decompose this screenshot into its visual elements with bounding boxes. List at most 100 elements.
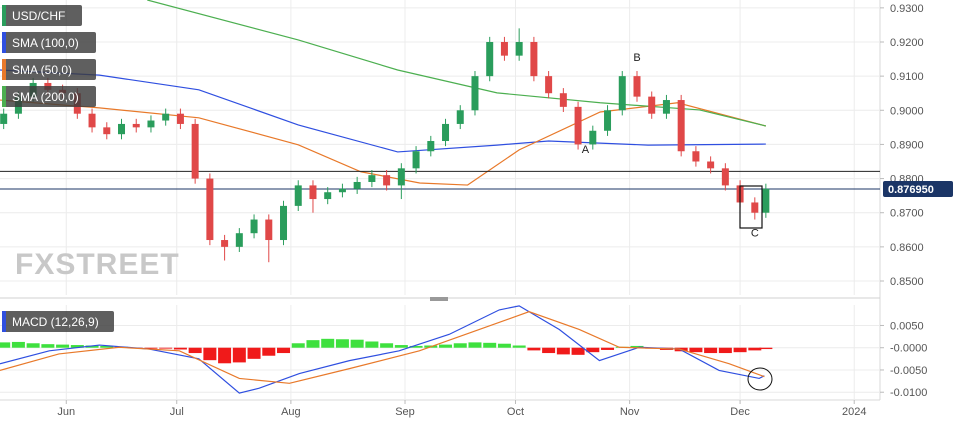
histogram-bar <box>174 348 187 350</box>
histogram-bar <box>27 343 40 347</box>
histogram-bar <box>203 348 216 360</box>
histogram-bar <box>189 348 202 353</box>
candle-body <box>0 114 7 124</box>
candle-body <box>133 124 140 127</box>
histogram-bar <box>734 348 747 352</box>
legend-swatch <box>2 32 6 53</box>
histogram-bar <box>159 348 172 349</box>
x-tick-label: Jun <box>57 406 75 418</box>
candle-body <box>427 141 434 151</box>
histogram-bar <box>380 343 393 347</box>
y-tick-label: 0.9000 <box>890 105 924 117</box>
candle-body <box>486 42 493 76</box>
candle-body <box>413 151 420 168</box>
legend-label: SMA (200,0) <box>12 90 79 104</box>
chart-title: MACD (12,26,9) <box>12 315 99 329</box>
x-tick-label: Sep <box>395 406 415 418</box>
candle-body <box>633 76 640 96</box>
legend-swatch <box>2 59 6 80</box>
watermark: FXSTREET <box>15 248 180 281</box>
y-tick-label: 0.8700 <box>890 208 924 220</box>
pane-handle[interactable] <box>430 297 448 301</box>
candle-body <box>309 185 316 199</box>
candle-body <box>751 202 758 212</box>
annotation: A <box>582 144 590 156</box>
y-tick-label: 0.9200 <box>890 37 924 49</box>
y-tick-label: -0.0100 <box>890 387 927 399</box>
histogram-bar <box>218 348 231 364</box>
candle-body <box>663 100 670 114</box>
candle-body <box>442 124 449 141</box>
candle-body <box>192 124 199 179</box>
histogram-bar <box>483 343 496 348</box>
candle-body <box>118 124 125 134</box>
histogram-bar <box>277 348 290 353</box>
y-tick-label: 0.9300 <box>890 3 924 15</box>
x-tick-label: Dec <box>730 406 750 418</box>
candle-body <box>501 42 508 56</box>
histogram-bar <box>601 348 614 350</box>
histogram-bar <box>527 348 540 351</box>
candle-body <box>589 131 596 145</box>
candle-body <box>265 220 272 240</box>
histogram-bar <box>262 348 275 356</box>
candle-body <box>339 189 346 192</box>
candle-body <box>516 42 523 56</box>
histogram-bar <box>704 348 717 353</box>
candle-body <box>471 76 478 110</box>
histogram-bar <box>513 345 526 347</box>
histogram-bar <box>321 339 334 348</box>
candle-body <box>221 240 228 247</box>
histogram-bar <box>306 340 319 348</box>
histogram-bar <box>439 345 452 348</box>
y-tick-label: 0.9100 <box>890 71 924 83</box>
histogram-bar <box>336 339 349 347</box>
histogram-bar <box>454 343 467 347</box>
candle-body <box>545 76 552 93</box>
chart-title: USD/CHF <box>12 9 65 23</box>
y-tick-label: 0.8600 <box>890 242 924 254</box>
candle-body <box>251 220 258 234</box>
candle-body <box>648 97 655 114</box>
histogram-bar <box>689 348 702 352</box>
candle-body <box>707 161 714 168</box>
histogram-bar <box>468 342 481 347</box>
legend-swatch <box>2 86 6 107</box>
histogram-bar <box>498 344 511 348</box>
y-tick-label: 0.0050 <box>890 320 924 332</box>
legend-label: SMA (50,0) <box>12 63 72 77</box>
histogram-bar <box>12 342 25 348</box>
candle-body <box>619 76 626 110</box>
candle-body <box>762 189 769 213</box>
histogram-bar <box>248 348 261 359</box>
histogram-bar <box>542 348 555 353</box>
x-tick-label: Jul <box>170 406 184 418</box>
histogram-bar <box>0 342 10 347</box>
histogram-bar <box>557 348 570 355</box>
legend-swatch <box>2 5 6 26</box>
candle-body <box>354 182 361 189</box>
candle-body <box>692 151 699 161</box>
candle-body <box>398 168 405 185</box>
candle-body <box>89 114 96 128</box>
y-tick-label: 0.8900 <box>890 139 924 151</box>
x-tick-label: Oct <box>507 406 524 418</box>
candle-body <box>280 206 287 240</box>
histogram-bar <box>759 348 772 349</box>
histogram-bar <box>572 348 585 355</box>
x-tick-label: Aug <box>281 406 301 418</box>
candle-body <box>103 127 110 134</box>
candle-body <box>457 110 464 124</box>
candle-body <box>206 179 213 240</box>
histogram-bar <box>365 341 378 347</box>
candle-body <box>604 110 611 130</box>
histogram-bar <box>395 345 408 348</box>
histogram-bar <box>56 345 69 348</box>
candle-body <box>722 168 729 185</box>
legend-label: SMA (100,0) <box>12 36 79 50</box>
candle-body <box>530 42 537 76</box>
candle-body <box>162 114 169 121</box>
candle-body <box>368 175 375 182</box>
legend-swatch <box>2 311 6 332</box>
